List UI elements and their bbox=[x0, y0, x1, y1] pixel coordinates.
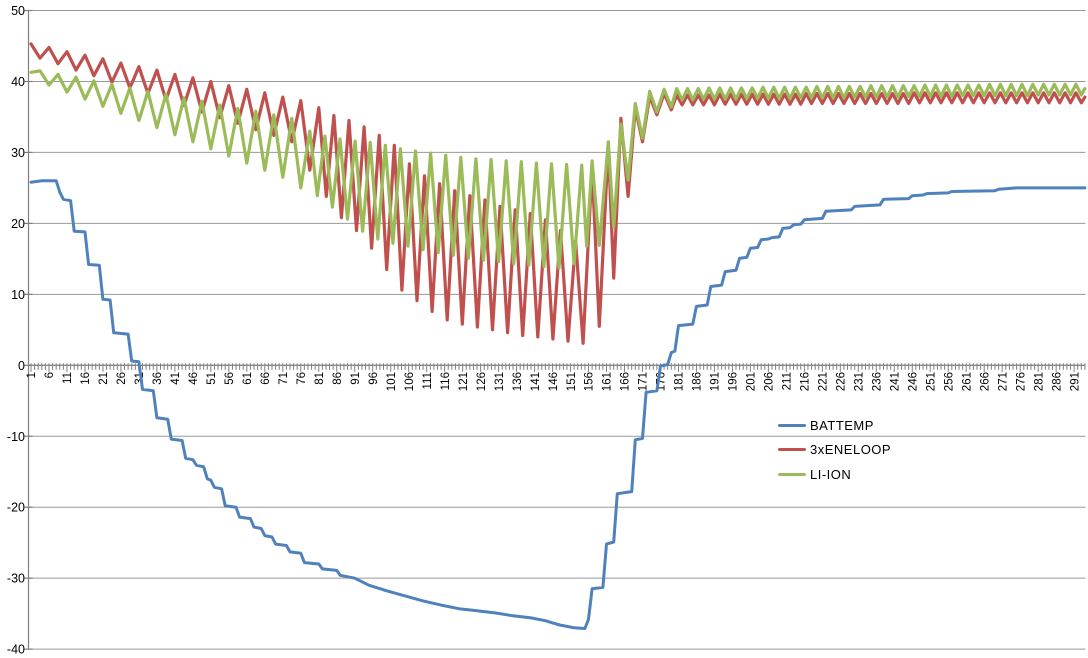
x-tick-label: 76 bbox=[296, 372, 308, 385]
x-tick-label: 241 bbox=[889, 372, 901, 391]
y-tick-label: 0 bbox=[18, 359, 25, 373]
x-tick-label: 56 bbox=[224, 372, 236, 385]
y-tick-label: 50 bbox=[11, 4, 25, 18]
x-tick-label: 46 bbox=[188, 372, 200, 385]
x-tick-label: 41 bbox=[170, 372, 182, 385]
x-tick-label: 256 bbox=[943, 372, 955, 391]
legend: BATTEMP 3xENELOOP LI-ION bbox=[778, 413, 891, 487]
x-tick-label: 91 bbox=[350, 372, 362, 385]
x-tick-label: 11 bbox=[62, 372, 74, 384]
x-tick-label: 196 bbox=[728, 372, 740, 391]
x-tick-label: 116 bbox=[440, 372, 452, 390]
legend-item-3xeneloop[interactable]: 3xENELOOP bbox=[778, 438, 891, 463]
legend-label-3xeneloop: 3xENELOOP bbox=[810, 442, 892, 458]
legend-label-battemp: BATTEMP bbox=[810, 417, 874, 433]
x-tick-label: 96 bbox=[368, 372, 380, 385]
x-tick-label: 101 bbox=[386, 372, 398, 391]
legend-item-li-ion[interactable]: LI-ION bbox=[778, 462, 891, 487]
legend-swatch-3xeneloop bbox=[778, 448, 806, 452]
x-tick-label: 146 bbox=[548, 372, 560, 391]
x-tick-label: 261 bbox=[961, 372, 973, 391]
x-tick-label: 1 bbox=[26, 372, 38, 378]
x-tick-label: 291 bbox=[1069, 372, 1081, 391]
x-tick-label: 236 bbox=[871, 372, 883, 391]
x-tick-label: 231 bbox=[854, 372, 866, 391]
legend-swatch-battemp bbox=[778, 423, 806, 427]
x-tick-label: 51 bbox=[206, 372, 218, 385]
x-tick-label: 271 bbox=[997, 372, 1009, 391]
x-tick-label: 121 bbox=[458, 372, 470, 391]
x-tick-label: 71 bbox=[278, 372, 290, 385]
x-tick-label: 266 bbox=[979, 372, 991, 391]
x-tick-label: 16 bbox=[80, 372, 92, 385]
x-tick-label: 206 bbox=[764, 372, 776, 391]
x-tick-label: 286 bbox=[1051, 372, 1063, 391]
y-tick-label: -20 bbox=[7, 501, 25, 515]
x-tick-label: 26 bbox=[116, 372, 128, 385]
x-tick-label: 141 bbox=[530, 372, 542, 391]
x-tick-label: 186 bbox=[692, 372, 704, 391]
x-tick-label: 211 bbox=[782, 372, 794, 390]
y-tick-label: 30 bbox=[11, 146, 25, 160]
legend-item-battemp[interactable]: BATTEMP bbox=[778, 413, 891, 438]
x-tick-label: 166 bbox=[620, 372, 632, 391]
legend-label-li-ion: LI-ION bbox=[810, 466, 852, 482]
x-tick-label: 131 bbox=[494, 372, 506, 391]
y-tick-label: 20 bbox=[11, 217, 25, 231]
x-tick-label: 161 bbox=[602, 372, 614, 391]
x-tick-label: 126 bbox=[476, 372, 488, 391]
series-line-battemp[interactable] bbox=[29, 179, 1087, 630]
x-tick-label: 151 bbox=[566, 372, 578, 391]
y-tick-label: -10 bbox=[7, 430, 25, 444]
x-tick-label: 216 bbox=[800, 372, 812, 391]
x-tick-label: 276 bbox=[1015, 372, 1027, 391]
x-tick-label: 191 bbox=[710, 372, 722, 391]
x-tick-label: 201 bbox=[746, 372, 758, 391]
series-line-li-ion[interactable] bbox=[29, 69, 1087, 270]
x-tick-label: 181 bbox=[674, 372, 686, 391]
x-tick-label: 86 bbox=[332, 372, 344, 385]
x-tick-label: 111 bbox=[422, 372, 434, 389]
x-tick-label: 81 bbox=[314, 372, 326, 385]
x-tick-label: 156 bbox=[584, 372, 596, 391]
y-tick-label: -40 bbox=[7, 643, 25, 657]
y-tick-label: 10 bbox=[11, 288, 25, 302]
x-tick-label: 281 bbox=[1033, 372, 1045, 391]
x-tick-label: 66 bbox=[260, 372, 272, 385]
x-tick-label: 21 bbox=[98, 372, 110, 385]
x-tick-label: 246 bbox=[907, 372, 919, 391]
x-tick-label: 106 bbox=[404, 372, 416, 391]
y-tick-label: 40 bbox=[11, 75, 25, 89]
y-tick-label: -30 bbox=[7, 572, 25, 586]
x-tick-label: 251 bbox=[925, 372, 937, 391]
x-tick-label: 36 bbox=[152, 372, 164, 385]
x-tick-label: 6 bbox=[44, 372, 56, 378]
x-tick-label: 221 bbox=[818, 372, 830, 391]
x-tick-label: 61 bbox=[242, 372, 254, 385]
x-tick-label: 226 bbox=[836, 372, 848, 391]
x-tick-label: 171 bbox=[638, 372, 650, 391]
x-tick-label: 136 bbox=[512, 372, 524, 391]
legend-swatch-li-ion bbox=[778, 472, 806, 476]
